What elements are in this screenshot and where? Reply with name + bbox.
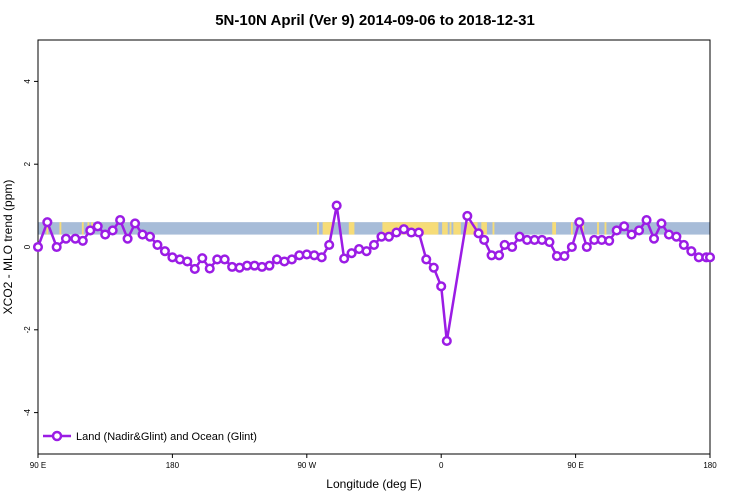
x-tick-label: 0 — [439, 461, 444, 470]
data-point — [641, 215, 652, 226]
x-tick-label: 180 — [166, 461, 180, 470]
data-point — [316, 252, 327, 263]
data-point — [85, 225, 96, 236]
data-point — [413, 227, 424, 238]
data-point — [634, 225, 645, 236]
data-point — [678, 239, 689, 250]
data-point — [204, 263, 215, 274]
data-point — [619, 221, 630, 232]
data-point — [331, 200, 342, 211]
data-point — [704, 252, 716, 263]
data-point — [189, 263, 200, 274]
chart-title: 5N-10N April (Ver 9) 2014-09-06 to 2018-… — [215, 12, 535, 29]
legend: Land (Nadir&Glint) and Ocean (Glint) — [43, 430, 257, 443]
land-band — [81, 222, 84, 235]
y-tick-label: 2 — [23, 161, 32, 166]
data-point — [361, 246, 372, 257]
data-point — [197, 253, 208, 264]
data-point — [462, 210, 473, 221]
y-axis-label: XCO2 - MLO trend (ppm) — [1, 180, 15, 315]
x-axis: 90 E 180 90 W 0 90 E 180 — [30, 454, 717, 470]
data-point — [51, 241, 62, 253]
legend-marker — [51, 430, 63, 442]
legend-label: Land (Nadir&Glint) and Ocean (Glint) — [76, 431, 257, 443]
data-point — [507, 241, 518, 253]
land-band — [492, 222, 495, 235]
data-point — [144, 231, 156, 242]
data-point — [671, 231, 682, 242]
data-point — [264, 260, 275, 271]
data-point — [324, 239, 335, 250]
data-point — [479, 234, 490, 246]
land-band — [582, 222, 584, 235]
series-land-ocean — [32, 200, 716, 347]
data-point — [686, 246, 697, 257]
x-tick-label: 90 E — [567, 461, 583, 470]
x-axis-label: Longitude (deg E) — [326, 477, 421, 491]
land-band — [570, 222, 573, 235]
data-point — [604, 235, 615, 246]
data-point — [441, 335, 452, 347]
data-point — [77, 235, 88, 246]
data-point — [473, 228, 484, 239]
data-point — [152, 239, 163, 250]
data-point — [383, 231, 394, 242]
land-band — [449, 222, 452, 235]
data-point — [494, 250, 505, 261]
land-band — [348, 222, 355, 235]
data-point — [626, 229, 637, 240]
data-point — [115, 215, 126, 226]
data-point — [60, 233, 72, 244]
data-point — [32, 241, 44, 253]
data-point — [559, 251, 570, 262]
data-point — [346, 248, 357, 259]
data-point — [428, 262, 439, 273]
land-band — [481, 222, 487, 235]
land-band — [442, 222, 448, 235]
data-point — [421, 254, 432, 265]
data-point — [100, 229, 111, 240]
land-band — [59, 222, 62, 235]
data-point — [159, 246, 170, 257]
data-point — [339, 253, 350, 264]
land-band — [46, 222, 49, 235]
data-point — [130, 218, 141, 229]
y-tick-label: 0 — [23, 244, 32, 249]
x-tick-label: 90 W — [297, 461, 316, 470]
land-band — [604, 222, 607, 235]
data-point — [648, 233, 660, 244]
data-point — [611, 225, 622, 236]
data-point — [182, 256, 193, 267]
x-tick-label: 180 — [703, 461, 717, 470]
data-point — [436, 281, 447, 292]
y-tick-label: -2 — [23, 326, 32, 334]
data-point — [368, 239, 380, 250]
data-point — [107, 225, 118, 236]
data-point — [42, 217, 53, 228]
data-point — [581, 241, 592, 253]
data-point — [219, 254, 230, 265]
land-band — [317, 222, 319, 235]
land-band — [597, 222, 599, 235]
land-band — [322, 222, 332, 235]
x-tick-label: 90 E — [30, 461, 46, 470]
land-band — [552, 222, 556, 235]
ocean-band — [38, 222, 710, 235]
land-band — [453, 222, 461, 235]
data-point — [92, 221, 103, 232]
data-point — [566, 241, 577, 253]
data-point — [544, 236, 555, 248]
data-point — [656, 218, 667, 229]
data-point — [122, 233, 133, 244]
data-point — [286, 254, 297, 265]
y-tick-label: 4 — [23, 79, 32, 84]
y-tick-label: -4 — [23, 408, 32, 416]
data-point — [574, 217, 585, 228]
